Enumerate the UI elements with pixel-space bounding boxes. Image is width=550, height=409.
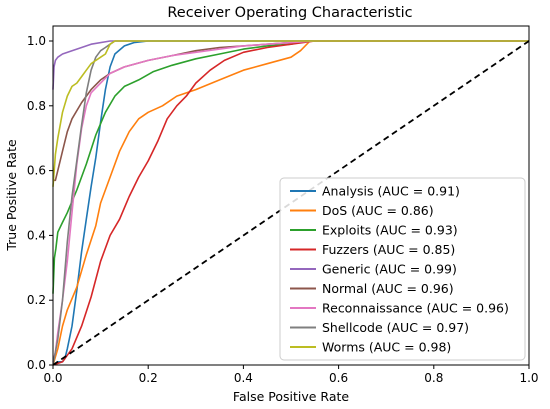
legend-entry: Shellcode (AUC = 0.97) [322,320,469,335]
legend-entry: Normal (AUC = 0.96) [322,281,454,296]
x-axis-ticks: 0.0 0.2 0.4 0.6 0.8 1.0 [43,365,539,385]
legend-items: Analysis (AUC = 0.91) DoS (AUC = 0.86) Exp… [290,184,509,355]
roc-curve-9 [52,40,529,187]
legend-entry: Reconnaissance (AUC = 0.96) [322,301,509,316]
y-tick-label: 0.2 [27,293,46,307]
y-tick-label: 1.0 [27,34,46,48]
x-tick-label: 1.0 [519,371,538,385]
roc-curve-4 [52,40,529,366]
x-tick-label: 0.8 [424,371,443,385]
legend-entry: Generic (AUC = 0.99) [322,262,457,277]
chance-diagonal-line [52,40,530,366]
y-tick-label: 0.4 [27,228,46,242]
x-tick-label: 0.2 [139,371,158,385]
x-tick-label: 0.0 [43,371,62,385]
y-axis-label: True Positive Rate [4,139,19,252]
plot-frame [52,25,530,366]
y-axis-ticks: 0.0 0.2 0.4 0.6 0.8 1.0 [27,34,53,372]
x-tick-label: 0.6 [329,371,348,385]
roc-curve-8 [52,40,529,366]
roc-curve-3 [52,40,529,294]
legend: Analysis (AUC = 0.91) DoS (AUC = 0.86) Exp… [279,177,526,361]
x-axis-label: False Positive Rate [233,389,349,404]
x-tick-label: 0.4 [234,371,253,385]
chart-title: Receiver Operating Characteristic [167,5,412,21]
legend-box [279,177,526,361]
legend-entry: DoS (AUC = 0.86) [322,203,434,218]
y-tick-label: 0.0 [27,358,46,372]
roc-curve-5 [52,40,529,90]
legend-entry: Worms (AUC = 0.98) [322,340,451,355]
legend-entry: Analysis (AUC = 0.91) [322,184,460,199]
roc-curve-2 [52,40,529,366]
y-tick-label: 0.8 [27,99,46,113]
legend-entry: Exploits (AUC = 0.93) [322,223,458,238]
y-tick-label: 0.6 [27,164,46,178]
legend-entry: Fuzzers (AUC = 0.85) [322,242,455,257]
roc-curves [52,40,529,366]
